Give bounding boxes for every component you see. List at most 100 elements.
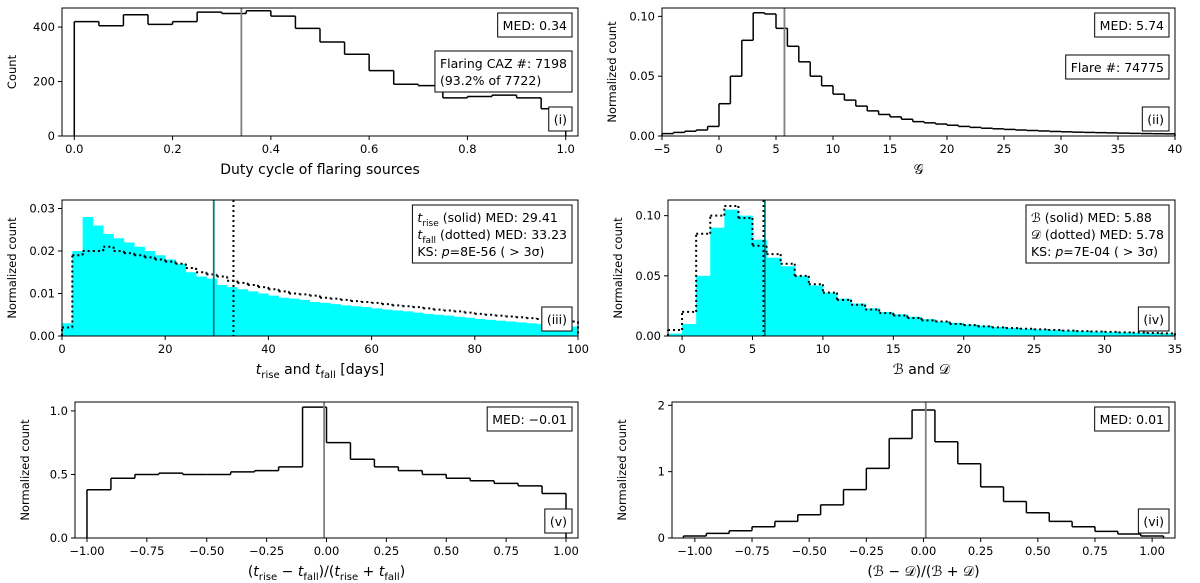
bar	[851, 303, 866, 336]
box-frame	[548, 106, 573, 132]
x-tick-label: 0	[715, 142, 722, 156]
annotation-text: ℬ (solid) MED: 5.88	[1031, 210, 1152, 225]
bar	[837, 298, 852, 336]
bar	[1104, 332, 1119, 336]
annotation-text: (ii)	[1147, 112, 1164, 127]
bar	[134, 246, 145, 336]
bar	[780, 266, 796, 336]
bar	[1160, 333, 1176, 336]
bar	[1048, 329, 1063, 336]
bar	[350, 306, 362, 336]
bar	[402, 311, 414, 336]
x-tick-label: 0.50	[433, 544, 459, 558]
text-segment: rise	[340, 572, 358, 583]
bar	[485, 319, 496, 336]
bar	[808, 285, 824, 336]
bar	[258, 293, 269, 336]
x-tick-label: 0.8	[458, 142, 476, 156]
bar	[237, 289, 249, 336]
bar	[216, 285, 228, 336]
bar	[423, 313, 434, 336]
annotation-text: MED: −0.01	[492, 412, 567, 427]
bar	[766, 257, 781, 336]
bar	[289, 298, 300, 336]
x-tick-label: 0	[678, 342, 685, 356]
text-segment: fall	[320, 370, 335, 381]
bar	[977, 325, 993, 336]
x-tick-label: 10	[816, 342, 831, 356]
box-frame	[544, 508, 573, 534]
panel: −1.00 −0.75 −0.50 −0.25 0.00 0.25 0.50 0.75 1.00…	[18, 401, 579, 583]
box-frame	[1137, 508, 1170, 534]
bar	[72, 251, 83, 336]
bar	[196, 276, 207, 336]
x-tick-label: 20	[940, 142, 955, 156]
annotation-box: MED: 5.74	[1094, 12, 1170, 38]
x-axis-label: 𝒢	[914, 162, 924, 178]
x-tick-label: 100	[567, 342, 589, 356]
annotation-text: tfall (dotted) MED: 33.23	[417, 227, 567, 246]
y-tick-label: 0	[658, 531, 665, 545]
bar	[103, 234, 114, 336]
box-frame	[1094, 406, 1170, 432]
text-segment: (dotted) MED: 33.23	[436, 227, 567, 242]
x-tick-label: 0.25	[968, 544, 994, 558]
box-frame	[541, 306, 573, 332]
x-tick-label: 0.00	[314, 544, 340, 558]
bar	[464, 317, 476, 336]
bar	[82, 217, 94, 336]
box-frame	[434, 50, 573, 93]
bar	[1118, 332, 1134, 336]
y-tick-label: 0.05	[629, 69, 655, 83]
bar	[907, 316, 922, 336]
bar	[381, 309, 393, 336]
x-tick-label: 20	[956, 342, 971, 356]
bar	[165, 259, 176, 336]
y-axis-label: Normalized count	[5, 217, 19, 319]
bar	[567, 326, 579, 336]
annotation-text: 𝒟 (dotted) MED: 5.78	[1031, 227, 1164, 242]
x-tick-label: −1.00	[677, 544, 712, 558]
bar	[696, 275, 711, 336]
bar	[443, 315, 455, 336]
bar	[495, 320, 507, 336]
box-frame	[1094, 12, 1170, 38]
y-tick-label: 0.10	[629, 9, 655, 23]
bar	[963, 324, 979, 336]
text-segment: t	[417, 227, 423, 242]
annotation-box: (i)	[548, 106, 573, 132]
x-tick-label: −0.50	[792, 544, 827, 558]
y-axis-label: Count	[5, 54, 19, 89]
annotation-box: MED: −0.01	[486, 406, 573, 432]
annotation-box: (iv)	[1137, 306, 1170, 332]
text-segment: fall	[303, 572, 318, 583]
text-segment: p	[441, 244, 450, 259]
x-tick-label: 0.2	[163, 142, 181, 156]
bar	[227, 287, 238, 336]
x-tick-label: 40	[261, 342, 276, 356]
y-tick-label: 0.0	[50, 531, 68, 545]
bar	[412, 312, 424, 336]
x-tick-label: −0.75	[129, 544, 164, 558]
box-frame	[1137, 306, 1170, 332]
annotation-box: (ii)	[1141, 106, 1170, 132]
annotation-text: MED: 0.34	[503, 18, 567, 33]
y-tick-label: 0.02	[29, 244, 55, 258]
x-axis-label: Duty cycle of flaring sources	[220, 162, 420, 178]
bar	[299, 299, 310, 336]
x-axis-label: (trise − tfall)/(trise + tfall)	[248, 564, 405, 583]
text-segment: t	[256, 362, 262, 378]
annotation-text: (iii)	[547, 312, 567, 327]
x-tick-label: 35	[1111, 142, 1126, 156]
x-tick-label: 0.25	[374, 544, 400, 558]
x-tick-label: −0.25	[249, 544, 284, 558]
bar	[879, 311, 894, 336]
bar	[330, 304, 341, 336]
x-tick-label: 15	[886, 342, 901, 356]
x-tick-label: 0.6	[360, 142, 378, 156]
text-segment: p	[1054, 244, 1063, 259]
x-tick-label: 40	[1168, 142, 1183, 156]
x-tick-label: −0.75	[734, 544, 769, 558]
bar	[794, 275, 810, 336]
axes-frame	[61, 7, 579, 137]
